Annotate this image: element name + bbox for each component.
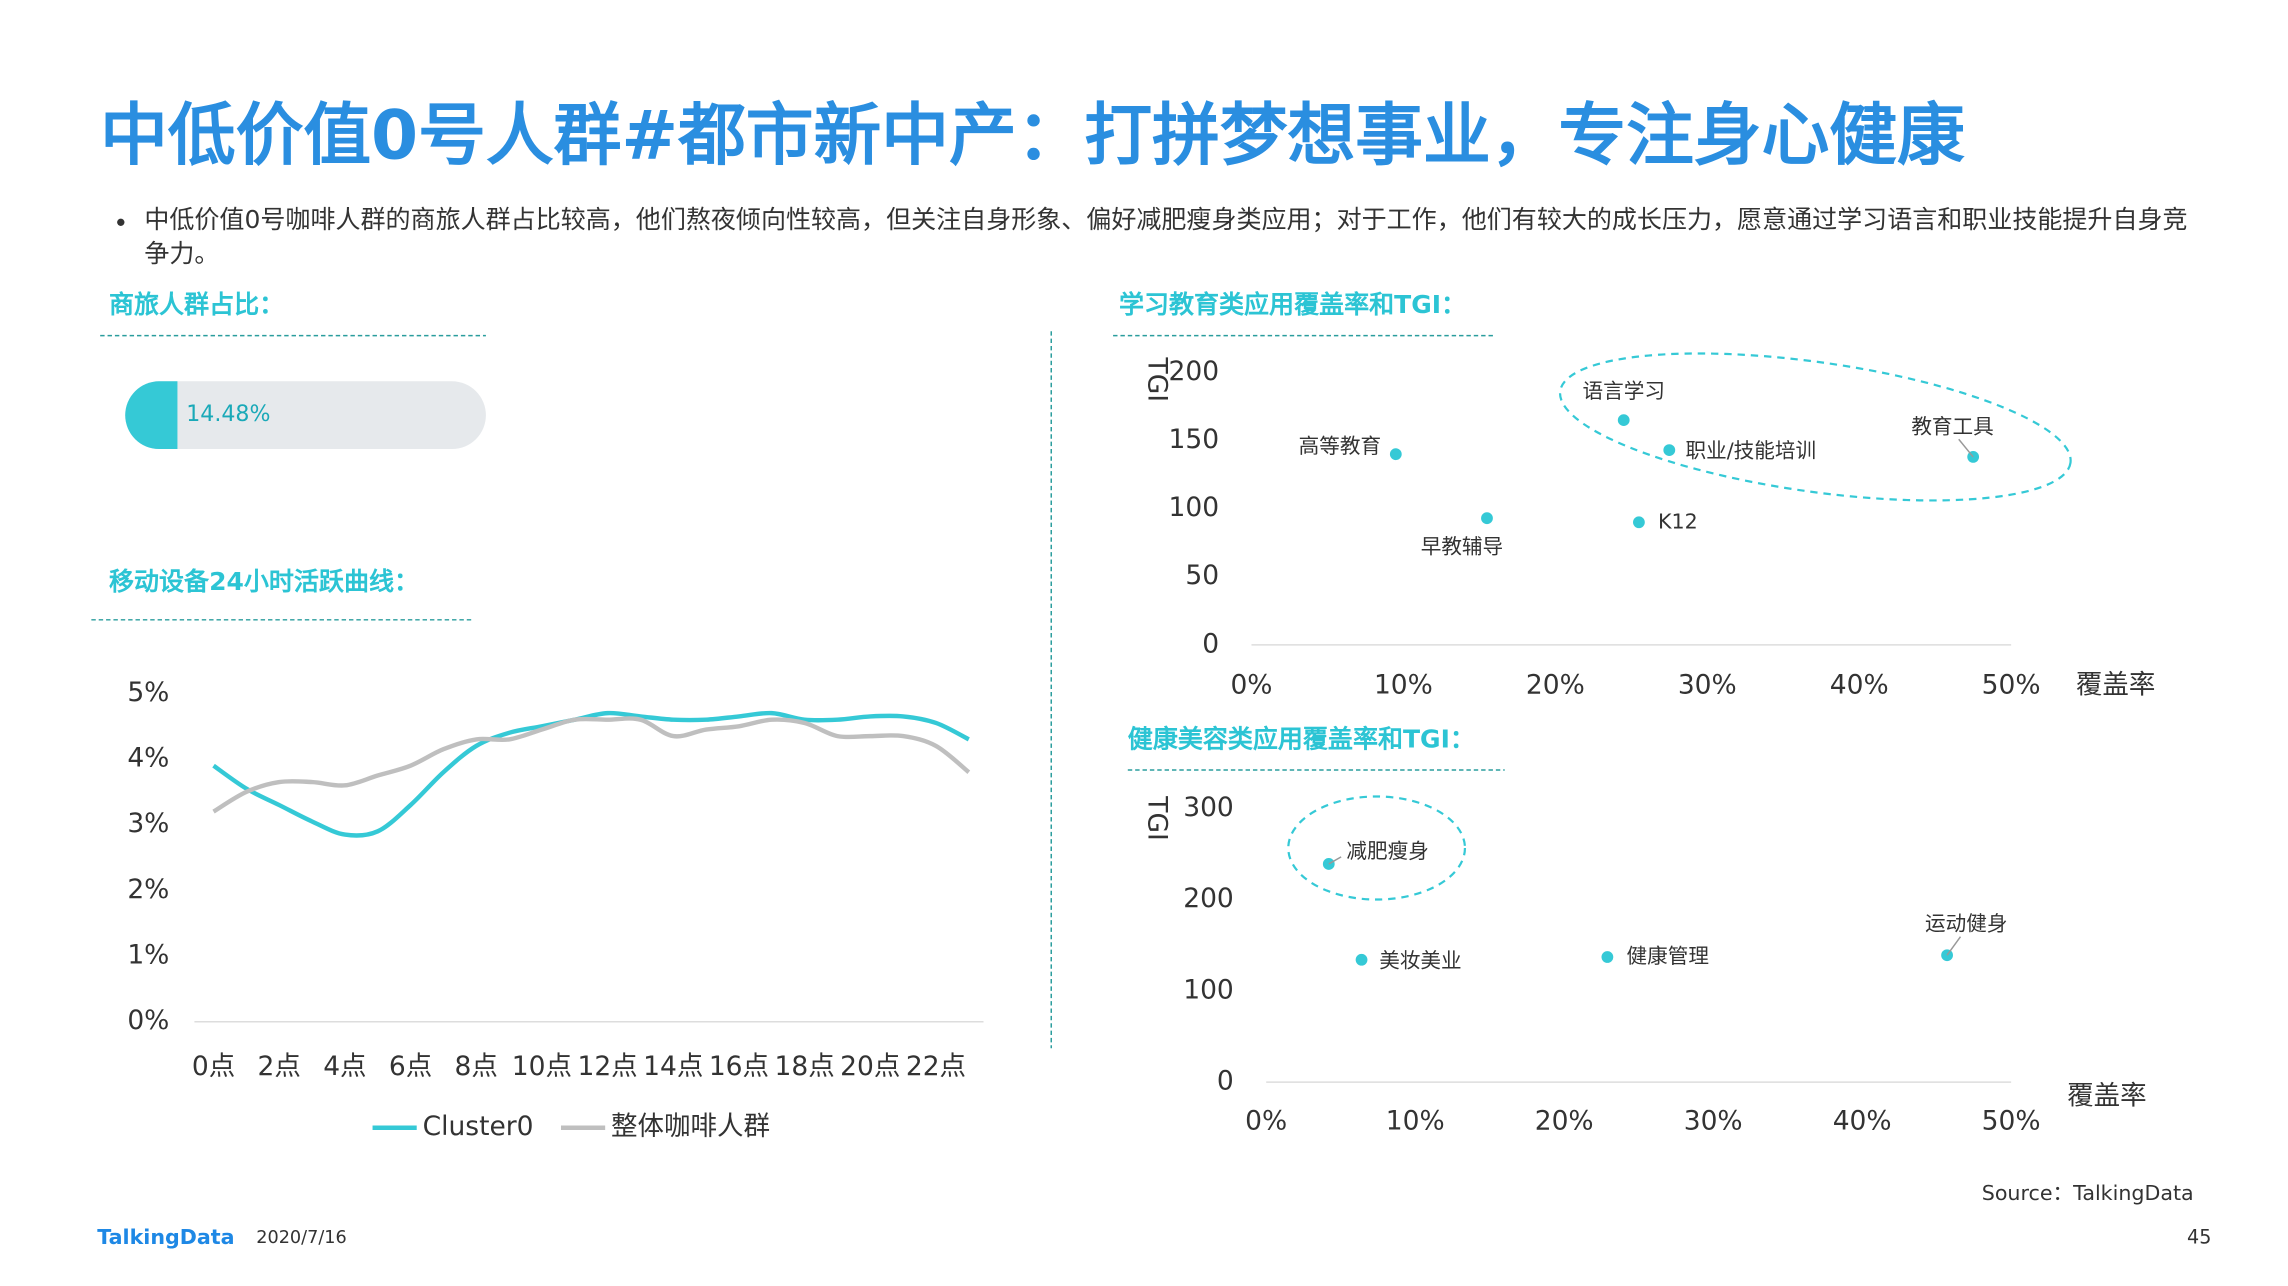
section-title: 移动设备24小时活跃曲线： xyxy=(109,567,419,596)
legend-label: Cluster0 xyxy=(423,1111,534,1142)
progress-track xyxy=(125,381,486,450)
y-tick-label: 5% xyxy=(127,677,169,708)
y-tick-label: 0 xyxy=(1217,1066,1234,1097)
point xyxy=(1322,858,1335,870)
x-tick-label: 14点 xyxy=(643,1051,703,1082)
point xyxy=(1617,414,1630,427)
leader xyxy=(1946,936,1962,956)
x-tick-label: 18点 xyxy=(774,1051,834,1082)
y-tick-label: 3% xyxy=(127,808,169,839)
x-tick-label: 16点 xyxy=(709,1051,769,1082)
x-tick-label: 12点 xyxy=(577,1051,637,1082)
point xyxy=(1663,444,1676,456)
x-tick-label: 30% xyxy=(1684,1105,1743,1136)
section-title: 健康美容类应用覆盖率和TGI： xyxy=(1128,725,1475,754)
y-axis-label: TGI xyxy=(1141,357,1172,403)
legend-label: 整体咖啡人群 xyxy=(611,1111,770,1142)
progress-fill xyxy=(125,381,178,450)
x-tick-label: 6点 xyxy=(389,1051,432,1082)
x-tick-label: 20% xyxy=(1526,670,1585,701)
section-title: 学习教育类应用覆盖率和TGI： xyxy=(1119,290,1466,319)
y-tick-label: 200 xyxy=(1168,356,1219,387)
x-tick-label: 10% xyxy=(1386,1105,1445,1136)
x-tick-label: 20% xyxy=(1535,1105,1594,1136)
progress-label: 14.48% xyxy=(186,402,270,427)
series-line xyxy=(212,710,970,838)
y-tick-label: 150 xyxy=(1168,424,1219,455)
section-title: 商旅人群占比： xyxy=(109,290,284,319)
x-tick-label: 0点 xyxy=(192,1051,235,1082)
x-tick-label: 0% xyxy=(1245,1105,1287,1136)
x-tick-label: 40% xyxy=(1830,670,1889,701)
x-tick-label: 0% xyxy=(1230,670,1272,701)
y-tick-label: 0 xyxy=(1202,628,1219,659)
point-label: 高等教育 xyxy=(1299,434,1381,458)
x-tick-label: 22点 xyxy=(906,1051,966,1082)
point-label: K12 xyxy=(1658,509,1698,533)
point-label: 减肥瘦身 xyxy=(1346,839,1428,863)
point-label: 职业/技能培训 xyxy=(1685,439,1816,463)
leader xyxy=(1328,856,1342,865)
point xyxy=(1389,448,1402,461)
highlight-ellipse xyxy=(1558,352,2072,502)
x-tick-label: 50% xyxy=(1982,1105,2041,1136)
x-tick-label: 40% xyxy=(1833,1105,1892,1136)
point xyxy=(1355,953,1368,966)
y-tick-label: 1% xyxy=(127,940,169,971)
y-tick-label: 50 xyxy=(1185,560,1219,591)
bullet-box: 中低价值0号咖啡人群的商旅人群占比较高，他们熬夜倾向性较高，但关注自身形象、偏好… xyxy=(144,206,2188,270)
point xyxy=(1481,512,1493,525)
y-tick-label: 200 xyxy=(1183,883,1234,914)
y-tick-label: 2% xyxy=(127,874,169,905)
y-tick-label: 0% xyxy=(127,1005,169,1036)
x-tick-label: 10点 xyxy=(512,1051,572,1082)
x-tick-label: 20点 xyxy=(840,1051,900,1082)
bullet-dot xyxy=(117,218,125,226)
x-axis-label: 覆盖率 xyxy=(2067,1080,2147,1111)
x-tick-label: 30% xyxy=(1678,670,1737,701)
date: 2020/7/16 xyxy=(256,1228,347,1248)
leader xyxy=(1958,438,1974,458)
y-axis-label: TGI xyxy=(1141,795,1172,841)
point-label: 语言学习 xyxy=(1582,379,1664,403)
point-label: 健康管理 xyxy=(1627,944,1709,968)
x-tick-label: 8点 xyxy=(455,1051,498,1082)
slide-title: 中低价值0号人群#都市新中产：打拼梦想事业，专注身心健康 xyxy=(100,95,1965,174)
y-tick-label: 300 xyxy=(1183,792,1234,823)
point-label: 早教辅导 xyxy=(1421,535,1503,559)
series-line xyxy=(212,716,971,814)
page-number: 45 xyxy=(2187,1226,2211,1249)
point xyxy=(1601,951,1614,963)
logo: TalkingData xyxy=(97,1225,234,1249)
x-tick-label: 4点 xyxy=(323,1051,366,1082)
x-tick-label: 10% xyxy=(1374,670,1433,701)
source: Source：TalkingData xyxy=(1982,1181,2194,1205)
point-label: 运动健身 xyxy=(1925,911,2007,935)
y-tick-label: 4% xyxy=(127,743,169,774)
point-label: 美妆美业 xyxy=(1379,948,1461,972)
point-label: 教育工具 xyxy=(1911,414,1993,438)
highlight-ellipse xyxy=(1287,795,1467,901)
y-tick-label: 100 xyxy=(1183,974,1234,1005)
x-tick-label: 2点 xyxy=(258,1051,301,1082)
x-axis-label: 覆盖率 xyxy=(2076,670,2156,701)
x-tick-label: 50% xyxy=(1982,670,2041,701)
bullet-text: 中低价值0号咖啡人群的商旅人群占比较高，他们熬夜倾向性较高，但关注自身形象、偏好… xyxy=(144,206,2188,270)
y-tick-label: 100 xyxy=(1168,492,1219,523)
point xyxy=(1633,516,1645,529)
